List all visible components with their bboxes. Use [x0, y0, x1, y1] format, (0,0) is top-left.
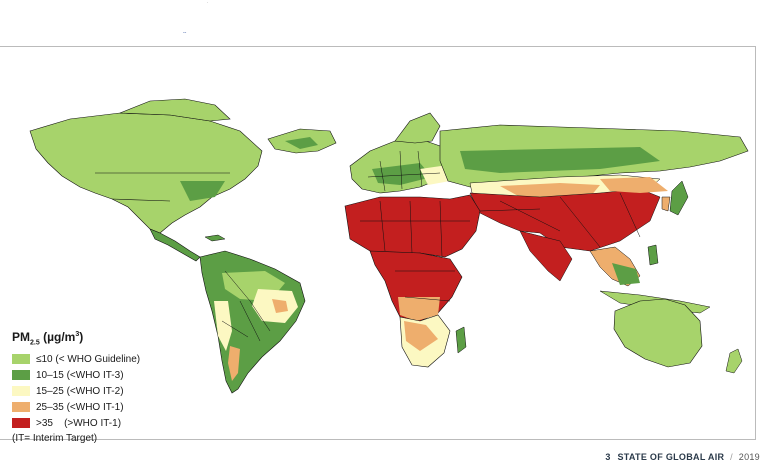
legend-title: PM2.5 (µg/m3) — [12, 330, 212, 346]
india — [519, 230, 573, 282]
caribbean — [204, 234, 226, 242]
legend-title-sub: 2.5 — [30, 339, 40, 347]
andes-orange — [228, 346, 240, 381]
legend-item: ≤10 (< WHO Guideline) — [12, 351, 212, 367]
madagascar — [455, 326, 467, 354]
legend-item: 10–15 (<WHO IT-3) — [12, 367, 212, 383]
philippines — [647, 244, 659, 266]
europe-east-yellow — [420, 165, 450, 185]
top-scan-mark: · — [207, 0, 209, 5]
brazil-hotspot — [272, 299, 288, 313]
legend-swatch — [12, 418, 30, 429]
china-orange-edge — [600, 177, 668, 193]
legend-swatch — [12, 370, 30, 381]
sa-borders — [221, 270, 271, 342]
europe-borders — [367, 150, 441, 192]
asia-borders — [479, 192, 641, 248]
canada-arctic-islands — [119, 98, 231, 122]
central-asia-orange — [500, 183, 600, 197]
scandinavia — [394, 112, 441, 144]
page-number: 3 — [605, 452, 611, 462]
us-east-band — [180, 181, 225, 201]
legend-item: 15–25 (<WHO IT-2) — [12, 383, 212, 399]
report-year: 2019 — [738, 452, 760, 462]
korea — [661, 196, 671, 212]
legend-label: 10–15 (<WHO IT-3) — [36, 369, 124, 381]
central-america — [149, 228, 201, 262]
map-frame: PM2.5 (µg/m3) ≤10 (< WHO Guideline) 10–1… — [0, 46, 756, 444]
new-zealand — [725, 348, 743, 374]
southern-africa-orange — [404, 321, 438, 351]
legend-label: 25–35 (<WHO IT-1) — [36, 401, 124, 413]
legend-swatch — [12, 354, 30, 365]
legend-label: 15–25 (<WHO IT-2) — [36, 385, 124, 397]
europe-central — [372, 163, 432, 185]
legend-title-close: ) — [79, 330, 84, 344]
mexico-border — [111, 198, 171, 202]
page-footer: 3 STATE OF GLOBAL AIR / 2019 — [605, 452, 760, 462]
greenland-mid — [285, 137, 318, 149]
legend-label: >35 (>WHO IT-1) — [36, 417, 122, 429]
legend: PM2.5 (µg/m3) ≤10 (< WHO Guideline) 10–1… — [12, 330, 212, 444]
legend-label: ≤10 (< WHO Guideline) — [36, 353, 141, 365]
legend-item: 25–35 (<WHO IT-1) — [12, 399, 212, 415]
legend-title-sup: 3 — [75, 331, 80, 338]
north-africa-middle-east — [344, 194, 481, 258]
legend-title-main: PM — [12, 330, 30, 344]
southeast-asia-green — [612, 263, 640, 285]
andes-yellow — [214, 301, 232, 351]
legend-swatch — [12, 386, 30, 397]
world-map — [29, 98, 749, 394]
africa-mid-orange — [398, 297, 440, 321]
legend-title-unit: (µg/m — [43, 330, 76, 344]
top-scan-mark-2: ‐‐ — [183, 30, 187, 36]
japan — [669, 180, 689, 216]
australia — [613, 298, 703, 368]
legend-note: (IT= Interim Target) — [12, 433, 98, 445]
africa-borders — [360, 200, 470, 302]
report-title: STATE OF GLOBAL AIR — [617, 452, 725, 462]
footer-separator: / — [730, 452, 733, 462]
russia-mid-band — [460, 147, 660, 173]
legend-item: >35 (>WHO IT-1) — [12, 415, 212, 431]
legend-swatch — [12, 402, 30, 413]
asia-red — [469, 188, 661, 252]
